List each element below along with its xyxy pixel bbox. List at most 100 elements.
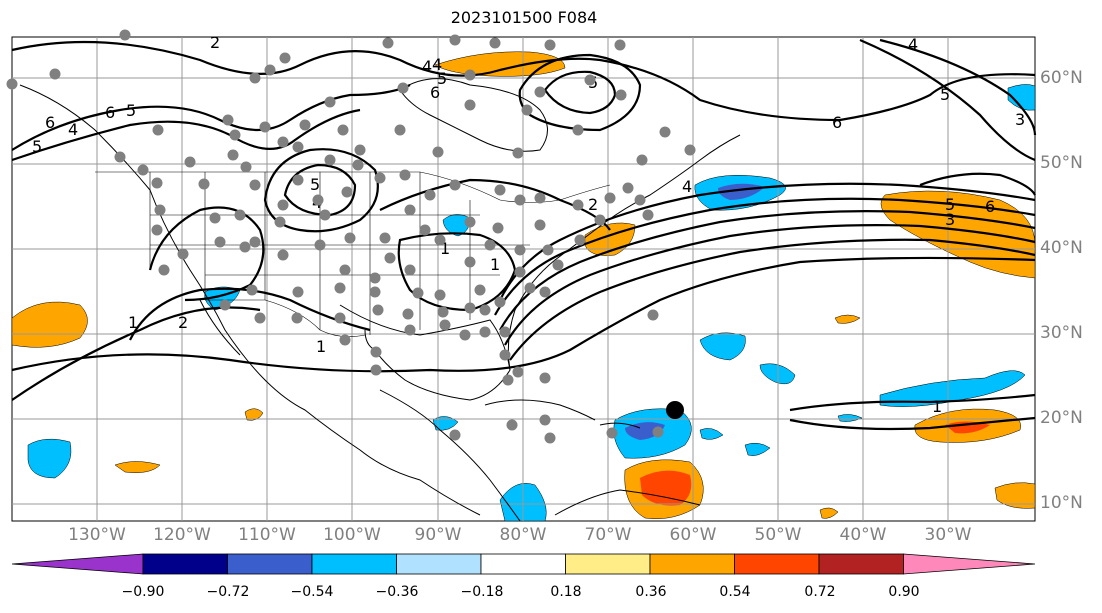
colorbar-tick: 0.90 — [888, 584, 920, 600]
contour-label: 3 — [945, 210, 955, 229]
contours — [11, 38, 1037, 431]
lon-label-70w: 70°W — [584, 525, 632, 545]
coastlines — [19, 78, 741, 522]
contour-4-north — [11, 108, 361, 162]
contour-6-ne — [919, 172, 1036, 196]
contour-south-atl — [789, 393, 1036, 412]
colorbar-segment — [480, 553, 566, 575]
contour-label: 6 — [105, 103, 115, 122]
contour-label: 5 — [126, 101, 136, 120]
colorbar-tick: −0.90 — [121, 584, 165, 600]
anomaly-orange-small-1 — [834, 314, 861, 324]
contour-label: 5 — [940, 85, 950, 104]
contour-us-east — [397, 232, 517, 312]
colorbar-tick: 0.18 — [550, 584, 582, 600]
contour-jet-4 — [504, 224, 1036, 346]
contour-us-rockies — [148, 206, 265, 302]
colorbar-tick: 0.72 — [804, 584, 836, 600]
lon-label-60w: 60°W — [669, 525, 717, 545]
colorbar-segment — [818, 553, 904, 575]
coast-sa — [554, 489, 701, 516]
coast-east-na — [507, 134, 741, 371]
contour-label: 4 — [68, 120, 78, 139]
contour-4-ne — [879, 38, 1037, 136]
contour-5-ne — [859, 38, 1036, 162]
colorbar — [11, 553, 1036, 575]
anomaly-orange-westpac — [11, 301, 88, 348]
lon-label-50w: 50°W — [754, 525, 802, 545]
colorbar-tick: 0.36 — [635, 584, 667, 600]
coast-baja — [199, 299, 241, 356]
anomaly-blue-gulf — [1007, 84, 1036, 111]
contour-jet-2 — [494, 197, 1036, 316]
colorbar-tick: −0.54 — [290, 584, 334, 600]
contour-hudson-low-2 — [543, 70, 617, 115]
colorbar-tick: 0.54 — [719, 584, 751, 600]
colorbar-segment — [649, 553, 735, 575]
colorbar-tick: −0.36 — [375, 584, 419, 600]
lon-label-80w: 80°W — [499, 525, 547, 545]
colorbar-segment — [311, 553, 397, 575]
lon-label-100w: 100°W — [323, 525, 381, 545]
contour-label: 4 — [422, 57, 432, 76]
coast-hudson — [399, 78, 548, 152]
contour-label: 4 — [432, 55, 442, 74]
lat-label-60n: 60°N — [1040, 68, 1083, 88]
contour-jet-5 — [509, 238, 1036, 361]
anomaly-blue-small-4 — [837, 414, 863, 422]
anomaly-blue-lakes — [442, 214, 471, 237]
contour-label: 1 — [440, 239, 450, 258]
contour-label: 4 — [682, 177, 692, 196]
lat-label-30n: 30°N — [1040, 323, 1083, 343]
map-title: 2023101500 F084 — [450, 8, 598, 27]
contour-label: 5 — [437, 69, 447, 88]
contour-label: 5 — [310, 175, 320, 194]
contour-label: 1 — [128, 313, 138, 332]
lon-label-90w: 90°W — [414, 525, 462, 545]
anomaly-blue-atl-3 — [879, 370, 1026, 407]
contour-hudson-low — [518, 53, 642, 132]
colorbar-segment — [734, 553, 820, 575]
observation-markers — [6, 29, 696, 444]
contour-label: 6 — [430, 83, 440, 102]
lat-label-20n: 20°N — [1040, 408, 1083, 428]
colorbar-extend-low — [11, 553, 144, 575]
anomaly-blue-atl-1 — [699, 332, 746, 361]
storm-center-marker — [666, 401, 684, 419]
anomaly-orange-pacific-2 — [244, 408, 264, 421]
colorbar-segment — [227, 553, 313, 575]
anomaly-red-carib — [640, 470, 692, 506]
lat-label-50n: 50°N — [1040, 153, 1083, 173]
contour-6-north — [11, 40, 1036, 122]
contour-5-north — [11, 84, 411, 151]
colorbar-tick: −0.18 — [460, 584, 504, 600]
anomaly-blue-pacific — [27, 438, 72, 479]
anomaly-blue-small-5 — [699, 428, 724, 440]
anomaly-orange-pacific-1 — [114, 461, 161, 473]
anomaly-orange-small-3 — [819, 507, 839, 519]
colorbar-extend-high — [903, 553, 1036, 575]
lat-label-10n: 10°N — [1040, 493, 1083, 513]
lon-label-130w: 130°W — [68, 525, 126, 545]
contour-label: 6 — [985, 197, 995, 216]
lon-label-120w: 120°W — [153, 525, 211, 545]
contour-1-south — [11, 256, 1036, 373]
contour-label: 1 — [316, 337, 326, 356]
contour-label: 5 — [945, 195, 955, 214]
coast-cuba — [484, 399, 596, 421]
contour-low-canada — [263, 148, 379, 233]
contour-label: 1 — [490, 255, 500, 274]
contour-label: 2 — [588, 195, 598, 214]
coast-centam — [379, 389, 521, 522]
colorbar-segment — [142, 553, 228, 575]
coast-hispaniola — [599, 422, 641, 429]
anomaly-blue-small-6 — [744, 442, 771, 456]
contour-label: 1 — [932, 397, 942, 416]
lat-label-40n: 40°N — [1040, 238, 1083, 258]
contour-label: 6 — [45, 113, 55, 132]
lon-label-110w: 110°W — [238, 525, 296, 545]
contour-south-atl-2 — [789, 416, 1036, 431]
contour-jet-3 — [499, 210, 1036, 331]
lon-label-30w: 30°W — [924, 525, 972, 545]
